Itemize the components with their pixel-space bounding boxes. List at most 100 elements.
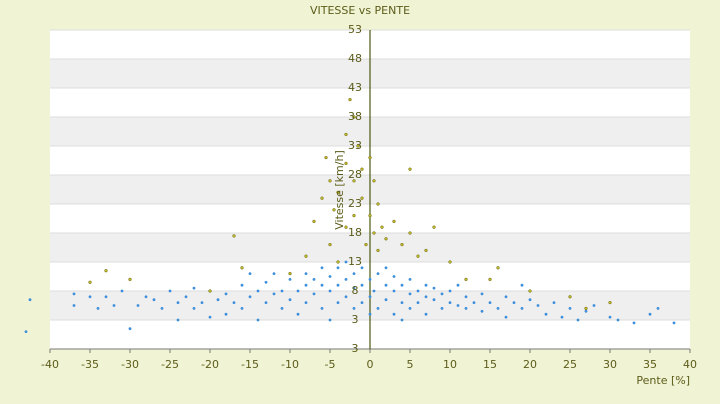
point: [448, 301, 452, 304]
point: [560, 315, 564, 319]
point: [364, 242, 368, 247]
point: [584, 309, 588, 313]
point: [380, 225, 384, 229]
point: [136, 304, 140, 307]
point: [104, 295, 108, 299]
point: [288, 271, 292, 276]
point: [368, 312, 372, 316]
point: [312, 278, 316, 281]
point: [368, 213, 372, 218]
point: [208, 315, 212, 319]
x-tick-label: -40: [41, 358, 59, 371]
point: [348, 97, 352, 102]
point: [288, 278, 292, 281]
point: [608, 315, 612, 319]
point: [96, 307, 100, 310]
point: [104, 269, 108, 273]
point: [344, 278, 348, 281]
y-tick-label: 23: [348, 197, 362, 210]
point: [392, 219, 396, 224]
point: [392, 275, 396, 278]
point: [128, 327, 132, 331]
point: [296, 312, 300, 316]
point: [512, 301, 516, 304]
y-tick-label: 8: [352, 284, 359, 297]
point: [352, 213, 356, 218]
x-tick-label: -15: [241, 358, 259, 371]
x-tick-label: 25: [563, 358, 577, 371]
point: [344, 295, 348, 299]
point: [592, 304, 596, 307]
point: [424, 248, 428, 253]
point: [336, 283, 340, 287]
point: [372, 179, 376, 183]
x-tick-label: -20: [201, 358, 219, 371]
point: [336, 260, 340, 264]
point: [360, 196, 364, 200]
point: [248, 295, 252, 299]
point: [312, 292, 316, 296]
point: [416, 301, 420, 304]
point: [568, 307, 572, 310]
point: [328, 289, 332, 293]
point: [392, 289, 396, 293]
point: [480, 292, 484, 296]
point: [360, 301, 364, 304]
point: [264, 280, 268, 284]
point: [360, 266, 364, 270]
point: [520, 283, 524, 287]
point: [332, 208, 336, 212]
point: [344, 161, 348, 166]
point: [520, 307, 524, 310]
point: [440, 292, 444, 296]
point: [352, 307, 356, 310]
point: [432, 286, 436, 290]
point: [112, 304, 116, 307]
point: [432, 225, 436, 229]
point: [368, 155, 372, 160]
point: [376, 307, 380, 310]
point: [496, 307, 500, 310]
point: [280, 289, 284, 293]
y-tick-label: 28: [348, 168, 362, 181]
x-tick-label: 5: [407, 358, 414, 371]
point: [356, 144, 360, 148]
point: [528, 298, 532, 302]
point: [320, 196, 324, 200]
point: [352, 272, 356, 275]
point: [464, 307, 468, 310]
point: [464, 295, 468, 299]
x-tick-label: -35: [81, 358, 99, 371]
point: [272, 272, 276, 275]
point: [240, 266, 244, 270]
y-tick-label: 3: [352, 313, 359, 326]
point: [544, 312, 548, 316]
point: [408, 307, 412, 310]
x-axis-label: Pente [%]: [636, 374, 690, 387]
x-tick-label: 35: [643, 358, 657, 371]
point: [440, 307, 444, 310]
point: [208, 289, 212, 293]
point: [632, 321, 636, 325]
point: [328, 242, 332, 247]
point: [328, 179, 332, 183]
point: [616, 318, 620, 322]
y-tick-label: 33: [348, 139, 362, 152]
y-axis-label: Vitesse [km/h]: [333, 150, 346, 230]
point: [384, 283, 388, 287]
point: [216, 298, 220, 302]
point: [224, 312, 228, 316]
point: [88, 295, 92, 299]
point: [372, 231, 376, 235]
y-tick-label: 18: [348, 226, 362, 239]
point: [400, 242, 404, 247]
point: [256, 318, 260, 322]
y-tick-label: 3: [352, 342, 359, 355]
point: [72, 292, 76, 296]
point: [424, 312, 428, 316]
point: [336, 266, 340, 270]
point: [152, 298, 156, 302]
point: [376, 202, 380, 206]
point: [304, 272, 308, 275]
